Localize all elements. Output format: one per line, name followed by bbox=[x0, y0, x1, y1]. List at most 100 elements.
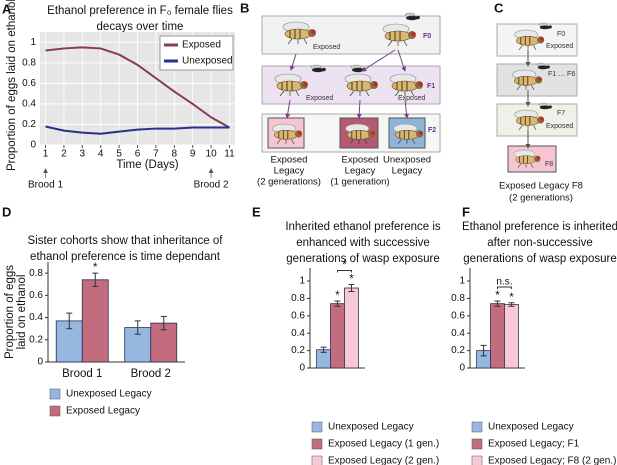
caption: Legacy bbox=[392, 166, 423, 177]
x-tick-label: 3 bbox=[80, 149, 86, 160]
generation-label: F8 bbox=[545, 161, 553, 168]
arrow bbox=[289, 53, 297, 71]
legend-label: Unexposed bbox=[182, 56, 233, 67]
legend-swatch bbox=[471, 421, 483, 433]
x-tick-label: 5 bbox=[116, 149, 122, 160]
generation-label: F1 bbox=[427, 83, 435, 90]
bar bbox=[330, 303, 345, 369]
x-tick-label: 4 bbox=[98, 149, 104, 160]
x-axis-label: Time (Days) bbox=[116, 159, 178, 171]
bar bbox=[504, 304, 519, 369]
significance-label: * bbox=[335, 290, 340, 302]
significance-label: * bbox=[93, 262, 98, 274]
chart-title: generations of wasp exposure bbox=[286, 253, 439, 265]
panel-label: C bbox=[494, 0, 504, 15]
x-tick-label: 1 bbox=[43, 149, 49, 160]
legend-swatch bbox=[49, 405, 61, 417]
diagram-c: C F0 Exposed F1 … F6 F7 Exposed F8 Expos… bbox=[494, 0, 583, 203]
x-tick-label: 9 bbox=[190, 149, 196, 160]
y-tick-label: 0 bbox=[299, 363, 305, 374]
treatment-label: Exposed bbox=[398, 95, 425, 102]
y-tick-label: 0.8 bbox=[291, 293, 305, 304]
y-tick-label: 0 bbox=[30, 140, 36, 151]
generation-label: F2 bbox=[428, 127, 436, 134]
panel-label: F bbox=[462, 204, 470, 219]
x-tick-label: 8 bbox=[172, 149, 178, 160]
panel-label: A bbox=[2, 1, 12, 16]
bar bbox=[344, 287, 359, 369]
y-tick-label: 0.4 bbox=[291, 328, 305, 339]
x-tick-label: 6 bbox=[135, 149, 141, 160]
chart-title: generations of wasp exposure bbox=[463, 253, 616, 265]
bar bbox=[490, 303, 505, 369]
y-axis-label: Proportion of eggs laid on ethanol bbox=[6, 0, 18, 171]
y-tick-label: 0.4 bbox=[29, 312, 43, 323]
y-tick-label: 0.2 bbox=[29, 334, 43, 345]
legend-label: Exposed bbox=[182, 40, 221, 51]
x-tick-label: 7 bbox=[153, 149, 159, 160]
significance-label: * bbox=[349, 274, 354, 286]
y-tick-label: 0.4 bbox=[22, 99, 36, 110]
y-axis-label: laid on ethanol bbox=[16, 275, 28, 350]
y-tick-label: 0.6 bbox=[451, 310, 465, 321]
arrow bbox=[356, 99, 362, 119]
chart-e: E Inherited ethanol preference is enhanced… bbox=[252, 204, 441, 465]
legend-label: Exposed Legacy; F8 (2 gen.) bbox=[488, 456, 616, 465]
treatment-label: Exposed bbox=[546, 43, 573, 50]
line bbox=[45, 125, 230, 135]
legend-label: Unexposed Legacy bbox=[66, 389, 152, 400]
treatment-label: Exposed bbox=[546, 123, 573, 130]
y-tick-label: 0.2 bbox=[291, 345, 305, 356]
legend-swatch bbox=[311, 438, 323, 450]
generation-label: F1 … F6 bbox=[548, 71, 575, 78]
caption: Unexposed bbox=[383, 155, 431, 166]
annotation: Brood 2 bbox=[194, 180, 229, 191]
y-tick-label: 0 bbox=[459, 363, 465, 374]
legend-label: Unexposed Legacy bbox=[328, 422, 414, 433]
chart-title: Inherited ethanol preference is bbox=[285, 221, 441, 233]
y-tick-label: 0.2 bbox=[22, 119, 36, 130]
legend-swatch bbox=[471, 455, 483, 465]
chart-title: after non-successive bbox=[487, 237, 592, 249]
x-tick-label: Brood 1 bbox=[62, 368, 102, 380]
x-tick-label: 2 bbox=[61, 149, 67, 160]
legend-label: Exposed Legacy bbox=[66, 406, 140, 417]
annotation: Brood 1 bbox=[28, 180, 63, 191]
panel-label: E bbox=[252, 204, 261, 219]
chart-title: ethanol preference is time dependant bbox=[30, 251, 221, 263]
y-tick-label: 1 bbox=[459, 276, 465, 287]
arrow bbox=[285, 99, 291, 119]
legend-swatch bbox=[471, 438, 483, 450]
arrow bbox=[361, 49, 396, 72]
chart-title: Ethanol preference in F₀ female flies bbox=[47, 5, 233, 17]
caption: Exposed Legacy F8 bbox=[499, 181, 583, 192]
wasp bbox=[404, 12, 420, 21]
chart-a: A Ethanol preference in F₀ female flies de… bbox=[2, 0, 235, 191]
x-tick-label: 10 bbox=[206, 149, 218, 160]
generation-label: F7 bbox=[557, 110, 565, 117]
significance-label: * bbox=[495, 290, 500, 302]
arrow bbox=[404, 99, 410, 119]
treatment-label: Exposed bbox=[313, 44, 340, 51]
diagram-b: B Exposed F0 Exposed Exposed F1 F2 Expos… bbox=[240, 0, 441, 188]
chart-title: enhanced with successive bbox=[296, 237, 430, 249]
x-tick-label: 11 bbox=[224, 149, 235, 160]
legend-label: Exposed Legacy; F1 bbox=[488, 439, 580, 450]
y-axis-label: Proportion of eggs bbox=[4, 265, 16, 359]
caption: (2 generations) bbox=[257, 177, 321, 188]
caption: (2 generations) bbox=[509, 193, 573, 204]
legend-swatch bbox=[49, 388, 61, 400]
panel-label: B bbox=[240, 0, 249, 15]
panel-label: D bbox=[2, 204, 11, 219]
legend-label: Exposed Legacy (2 gen.) bbox=[328, 456, 439, 465]
y-tick-label: 0.2 bbox=[451, 345, 465, 356]
chart-title: decays over time bbox=[97, 21, 184, 33]
legend-swatch bbox=[311, 421, 323, 433]
y-tick-label: 0.6 bbox=[22, 78, 36, 89]
caption: Exposed bbox=[271, 155, 308, 166]
legend-swatch bbox=[311, 455, 323, 465]
y-tick-label: 0.4 bbox=[451, 328, 465, 339]
y-tick-label: 1 bbox=[30, 37, 36, 48]
significance-label: * bbox=[509, 292, 514, 304]
